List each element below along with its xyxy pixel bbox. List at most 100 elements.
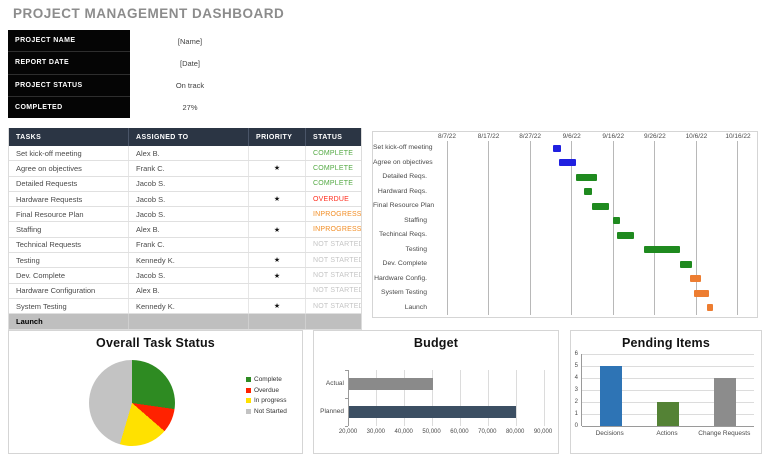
task-cell[interactable]: Dev. Complete [9, 268, 129, 283]
task-cell[interactable]: Agree on objectives [9, 161, 129, 176]
assigned-cell[interactable]: Kennedy K. [129, 298, 249, 314]
assigned-cell[interactable]: Jacob S. [129, 268, 249, 283]
table-row[interactable]: Set kick-off meeting Alex B. COMPLETE [9, 146, 361, 162]
gantt-task-label: Set kick-off meeting [373, 144, 433, 151]
assigned-cell[interactable]: Alex B. [129, 222, 249, 237]
budget-chart-title: Budget [413, 336, 459, 350]
budget-axis-tick-label: 40,000 [394, 429, 413, 435]
gantt-gridline [571, 141, 573, 315]
table-row[interactable]: Testing Kennedy K. ★ NOT STARTED [9, 253, 361, 269]
budget-axis-tick-label: 60,000 [450, 429, 469, 435]
gantt-bar-testing [644, 246, 680, 254]
table-row[interactable]: Detailed Requests Jacob S. COMPLETE [9, 176, 361, 192]
gantt-chart: 8/7/22 8/17/22 8/27/22 9/6/22 9/16/22 9/26/22… [372, 131, 758, 318]
task-table: TASKS ASSIGNED TO PRIORITY STATUS Set kick-… [8, 128, 362, 330]
task-cell[interactable]: Hardware Configuration [9, 283, 129, 298]
page-title: PROJECT MANAGEMENT DASHBOARD [13, 6, 285, 21]
info-label-completed: COMPLETED [15, 103, 63, 111]
task-cell[interactable]: Technical Requests [9, 237, 129, 253]
priority-cell[interactable] [249, 176, 306, 191]
task-cell[interactable]: Staffing [9, 222, 129, 237]
pending-bar-decisions [599, 366, 622, 426]
budget-category-label: Planned [320, 408, 344, 415]
task-cell[interactable]: System Testing [9, 298, 129, 314]
info-value-completed[interactable]: 27% [182, 102, 198, 112]
budget-axis-tick-label: 50,000 [422, 429, 441, 435]
table-row[interactable]: Final Resource Plan Jacob S. INPROGRESS [9, 207, 361, 223]
pending-bar-change-requests [714, 378, 737, 426]
task-cell[interactable]: Hardware Requests [9, 191, 129, 207]
info-value-project-name[interactable]: [Name] [177, 36, 203, 46]
gantt-date-label: 9/26/22 [644, 133, 666, 140]
table-row[interactable]: Agree on objectives Frank C. ★ COMPLETE [9, 161, 361, 177]
assigned-cell[interactable]: Jacob S. [129, 207, 249, 222]
gantt-task-label: System Testing [381, 289, 427, 296]
priority-cell[interactable]: ★ [249, 298, 306, 314]
info-value-report-date[interactable]: [Date] [179, 58, 200, 68]
status-cell[interactable]: NOT STARTED [313, 287, 361, 295]
status-cell[interactable]: NOT STARTED [313, 241, 361, 249]
gantt-date-label: 9/6/22 [562, 133, 581, 140]
legend-swatch-overdue [246, 387, 251, 393]
pending-axis-tick-label: 6 [574, 351, 578, 357]
info-label-project-name: PROJECT NAME [8, 30, 130, 53]
table-row[interactable]: Technical Requests Frank C. NOT STARTED [9, 237, 361, 254]
priority-cell[interactable]: ★ [249, 191, 306, 207]
gantt-bar-launch [706, 304, 714, 312]
assigned-cell[interactable]: Jacob S. [129, 176, 249, 191]
status-cell[interactable]: INPROGRESS [313, 210, 361, 218]
status-cell[interactable]: COMPLETE [313, 149, 354, 157]
priority-cell[interactable] [249, 207, 306, 222]
assigned-cell[interactable]: Frank C. [129, 161, 249, 176]
gantt-bar-agree-on-objectives [559, 159, 576, 167]
status-cell[interactable]: NOT STARTED [313, 256, 361, 264]
pending-axis-tick-label: 3 [574, 387, 578, 393]
status-cell[interactable]: NOT STARTED [313, 272, 361, 280]
priority-cell[interactable]: ★ [249, 222, 306, 237]
task-cell[interactable]: Final Resource Plan [9, 207, 129, 222]
pending-axis-tick-label: 1 [574, 411, 578, 417]
table-row[interactable]: System Testing Kennedy K. ★ NOT STARTED [9, 298, 361, 315]
priority-cell[interactable] [249, 237, 306, 253]
status-cell[interactable]: INPROGRESS [313, 226, 361, 234]
status-cell[interactable]: COMPLETE [313, 180, 354, 188]
table-row[interactable]: Staffing Alex B. ★ INPROGRESS [9, 222, 361, 238]
gantt-bar-system-testing [694, 289, 709, 297]
assigned-cell[interactable]: Frank C. [129, 237, 249, 253]
task-cell[interactable]: Detailed Requests [9, 176, 129, 191]
priority-cell[interactable] [249, 314, 306, 329]
status-cell[interactable]: NOT STARTED [313, 302, 361, 310]
status-cell[interactable]: OVERDUE [313, 195, 350, 203]
task-cell[interactable]: Launch [9, 314, 129, 329]
table-row[interactable]: Hardware Requests Jacob S. ★ OVERDUE [9, 191, 361, 208]
status-cell[interactable] [306, 314, 361, 328]
info-value-project-status[interactable]: On track [175, 80, 205, 90]
budget-panel: Budget 20,000 30,000 40,000 50,000 60,000 70,… [313, 330, 559, 454]
assigned-cell[interactable]: Alex B. [129, 283, 249, 298]
table-row[interactable]: Dev. Complete Jacob S. ★ NOT STARTED [9, 268, 361, 284]
gantt-bar-dev-complete [679, 260, 693, 268]
priority-cell[interactable] [249, 146, 306, 161]
assigned-cell[interactable] [129, 314, 249, 329]
priority-cell[interactable]: ★ [249, 161, 306, 176]
pie-legend: Complete Overdue In progress Not Started [246, 376, 287, 418]
gantt-task-label: Hardware Config. [374, 274, 427, 282]
priority-cell[interactable]: ★ [249, 268, 306, 283]
priority-cell[interactable] [249, 283, 306, 298]
table-row[interactable]: Hardware Configuration Alex B. NOT STARTED [9, 283, 361, 299]
assigned-cell[interactable]: Jacob S. [129, 191, 249, 207]
gantt-task-label: Final Resource Plan [373, 202, 435, 209]
pending-bar-actions [657, 402, 679, 426]
assigned-cell[interactable]: Kennedy K. [129, 253, 249, 268]
table-row[interactable]: Launch [9, 314, 361, 329]
pending-axis-tick-label: 2 [574, 399, 578, 405]
task-cell[interactable]: Set kick-off meeting [9, 146, 129, 161]
status-cell[interactable]: COMPLETE [313, 164, 354, 172]
task-cell[interactable]: Testing [9, 253, 129, 268]
assigned-cell[interactable]: Alex B. [129, 146, 249, 161]
gantt-task-label: Testing [405, 245, 427, 253]
gantt-date-label: 10/6/22 [685, 133, 708, 140]
priority-cell[interactable]: ★ [249, 253, 306, 268]
budget-gridline [543, 370, 545, 426]
budget-gridline [376, 370, 378, 426]
